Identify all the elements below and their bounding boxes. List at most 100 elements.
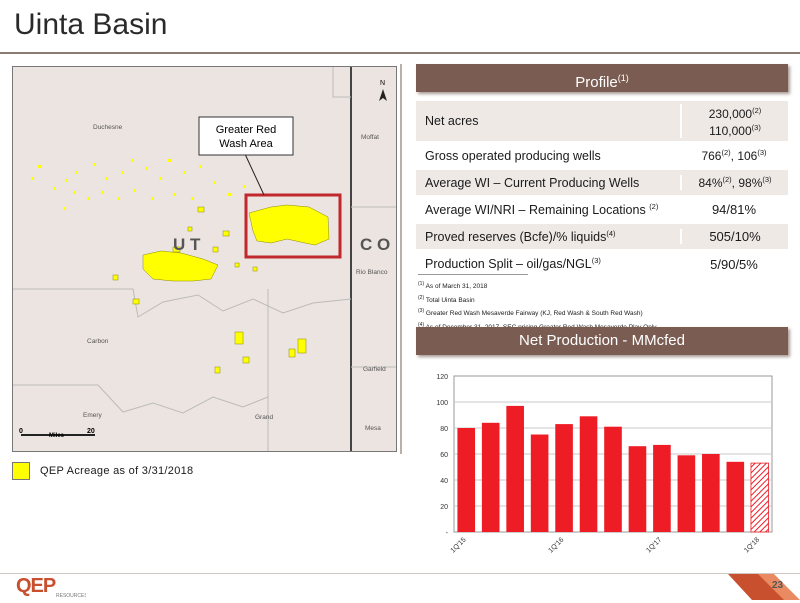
y-tick-label: 40 (440, 478, 448, 485)
x-tick-label: 1Q'16 (547, 536, 565, 554)
corner-decoration (728, 574, 800, 600)
y-tick-label: 60 (440, 452, 448, 459)
legend-swatch (12, 462, 30, 480)
legend-label: QEP Acreage as of 3/31/2018 (40, 465, 194, 477)
production-chart-svg: - 20 40 60 80 100 120 1Q'15 1Q'16 1Q'17 1Q'18 (436, 374, 773, 554)
footnote-marker: (1) (418, 281, 425, 287)
value-part: , 98% (731, 176, 763, 190)
profile-label: Production Split – oil/gas/NGL(3) (416, 256, 680, 271)
profile-label: Gross operated producing wells (425, 148, 601, 163)
profile-row-average-wi: Average WI – Current Producing Wells 84%… (416, 170, 788, 195)
note-ref: (2) (649, 201, 659, 211)
footnote-marker: (3) (418, 308, 425, 315)
profile-header: Profile(1) (416, 64, 788, 92)
callout-box (198, 116, 294, 156)
state-label-utah: U T (173, 235, 201, 254)
bar-2Q'15 (481, 422, 500, 532)
x-tick-label: 1Q'15 (450, 536, 468, 554)
profile-row-wi-nri: Average WI/NRI – Remaining Locations (2)… (416, 195, 788, 224)
footnote-text: Greater Red Wash Mesaverde Fairway (KJ, … (424, 310, 643, 318)
profile-row-producing-wells: Gross operated producing wells 766(2), 1… (416, 141, 788, 170)
profile-row-net-acres: Net acres 230,000(2) 110,000(3) (416, 101, 788, 141)
note-ref: (3) (751, 123, 761, 132)
chart-y-ticks: - 20 40 60 80 100 120 (436, 374, 448, 537)
bar-1Q'15 (457, 428, 476, 532)
footnote-text: As of March 31, 2018 (424, 283, 488, 291)
net-acres-total: 230,000 (708, 107, 753, 121)
company-logo: QEP RESOURCES (16, 574, 88, 603)
note-ref: (3) (762, 175, 772, 184)
y-tick-label: 20 (440, 504, 448, 511)
scale-unit: Miles (49, 433, 65, 439)
greater-red-wash-highlight (244, 193, 342, 259)
qep-logo-graphic: QEP RESOURCES (16, 575, 88, 599)
state-label-colorado: C O (360, 235, 390, 254)
label-text: Production Split – oil/gas/NGL (425, 257, 592, 272)
town-mesa: Mesa (365, 425, 381, 432)
profile-table: Net acres 230,000(2) 110,000(3) Gross op… (416, 101, 788, 279)
scale-max: 20 (87, 428, 95, 435)
profile-row-proved-reserves: Proved reserves (Bcfe)/% liquids(4) 505/… (416, 224, 788, 249)
bar-1Q'16 (555, 424, 573, 532)
note-ref: (4) (606, 228, 616, 238)
north-arrow-icon (379, 89, 387, 101)
profile-value: 505/10% (680, 229, 788, 244)
town-moffat: Moffat (361, 134, 379, 141)
profile-value: 94/81% (711, 202, 757, 217)
bar-4Q'17 (726, 461, 745, 532)
footer-divider (0, 573, 800, 574)
x-tick-label: 1Q'18 (743, 536, 761, 554)
profile-label: Net acres (425, 114, 479, 128)
title-divider (0, 52, 800, 54)
bar-1Q'17 (653, 444, 671, 532)
basin-map-graphic: Greater Red Wash Area U T C O Duchesne M… (13, 67, 396, 451)
profile-value: 84%(2), 98%(3) (680, 175, 788, 190)
label-text: Proved reserves (Bcfe)/% liquids (425, 230, 607, 245)
profile-label: Proved reserves (Bcfe)/% liquids(4) (416, 229, 680, 244)
footnote: (1) As of March 31, 2018 (418, 279, 657, 293)
profile-row-production-split: Production Split – oil/gas/NGL(3) 5/90/5… (416, 249, 788, 279)
chart-bars (457, 405, 769, 533)
value-part: 84% (698, 176, 723, 190)
y-tick-label: 80 (440, 426, 448, 433)
town-emery: Emery (83, 412, 103, 419)
footnote-text: Total Uinta Basin (424, 296, 475, 304)
profile-value: 5/90/5% (710, 256, 758, 272)
notes-divider (418, 274, 528, 275)
bar-1Q'18 (750, 462, 769, 533)
profile-label: Average WI – Current Producing Wells (425, 175, 640, 190)
footnotes: (1) As of March 31, 2018 (2) Total Uinta… (418, 279, 657, 334)
bar-2Q'17 (677, 455, 696, 532)
town-grand: Grand (255, 414, 273, 421)
y-tick-label: - (446, 530, 449, 537)
bar-3Q'17 (702, 454, 720, 532)
north-label: N (380, 80, 385, 87)
bar-4Q'15 (530, 434, 549, 532)
value-part: 766 (701, 149, 722, 163)
town-garfield: Garfield (363, 366, 386, 373)
value-part: , 106 (730, 149, 758, 163)
production-chart: - 20 40 60 80 100 120 1Q'15 1Q'16 1Q'17 1Q'18 (416, 366, 788, 571)
note-ref: (3) (591, 256, 601, 266)
vertical-divider (400, 64, 402, 454)
chart-x-ticks: 1Q'15 1Q'16 1Q'17 1Q'18 (450, 536, 762, 554)
basin-map: Greater Red Wash Area U T C O Duchesne M… (12, 66, 397, 452)
town-carbon: Carbon (87, 338, 109, 345)
scattered-acreage (31, 159, 246, 210)
callout-line-1: Greater Red (216, 124, 277, 136)
town-duchesne: Duchesne (93, 124, 123, 131)
footnote: (3) Greater Red Wash Mesaverde Fairway (… (418, 306, 657, 320)
note-ref: (2) (722, 175, 732, 184)
profile-label: Average WI/NRI – Remaining Locations (2) (416, 202, 680, 217)
footnote: (2) Total Uinta Basin (418, 293, 657, 307)
bar-3Q'16 (604, 426, 622, 532)
y-tick-label: 100 (436, 400, 448, 407)
callout-leader (244, 153, 265, 196)
note-ref: (2) (752, 106, 762, 115)
production-header: Net Production - MMcfed (416, 327, 788, 355)
svg-text:QEP: QEP (16, 575, 56, 597)
profile-value: 766(2), 106(3) (680, 148, 788, 163)
svg-text:RESOURCES: RESOURCES (56, 593, 86, 598)
footnote-marker: (2) (418, 294, 425, 301)
production-header-text: Net Production - MMcfed (519, 332, 685, 349)
